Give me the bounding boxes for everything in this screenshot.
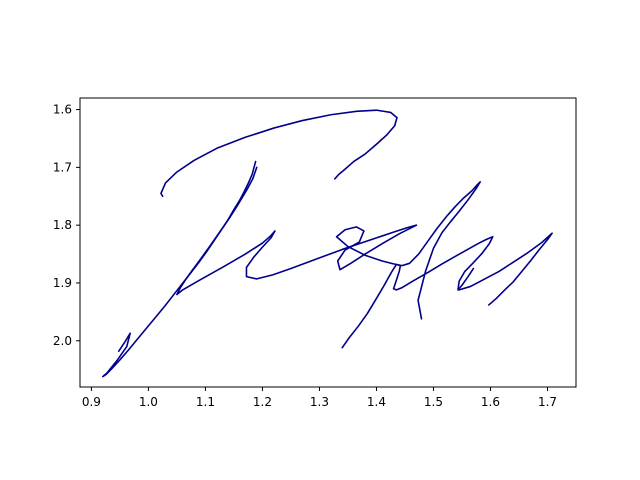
y-tick-label: 1.7: [53, 160, 72, 174]
y-tick-label: 2.0: [53, 334, 72, 348]
x-tick-label: 1.6: [481, 395, 500, 409]
series-line-5: [341, 235, 494, 349]
x-tick-label: 1.1: [196, 395, 215, 409]
series-line-2: [160, 109, 398, 198]
x-tick-label: 1.7: [538, 395, 557, 409]
series-layer: [102, 109, 553, 378]
x-tick-label: 0.9: [82, 395, 101, 409]
series-line-4: [335, 181, 482, 320]
y-tick-label: 1.6: [53, 103, 72, 117]
series-line-6: [458, 232, 553, 306]
series-line-3: [176, 166, 418, 296]
x-tick-label: 1.4: [367, 395, 386, 409]
x-axis: 0.9 1.0 1.1 1.2 1.3 1.4 1.5 1.6 1.7: [82, 387, 557, 409]
y-axis: 1.6 1.7 1.8 1.9 2.0: [53, 103, 80, 348]
x-tick-label: 1.2: [253, 395, 272, 409]
y-tick-label: 1.9: [53, 276, 72, 290]
series-line-1: [102, 160, 257, 378]
x-tick-label: 1.5: [424, 395, 443, 409]
x-tick-label: 1.0: [139, 395, 158, 409]
axes-frame: [79, 97, 577, 388]
y-tick-label: 1.8: [53, 218, 72, 232]
x-tick-label: 1.3: [310, 395, 329, 409]
